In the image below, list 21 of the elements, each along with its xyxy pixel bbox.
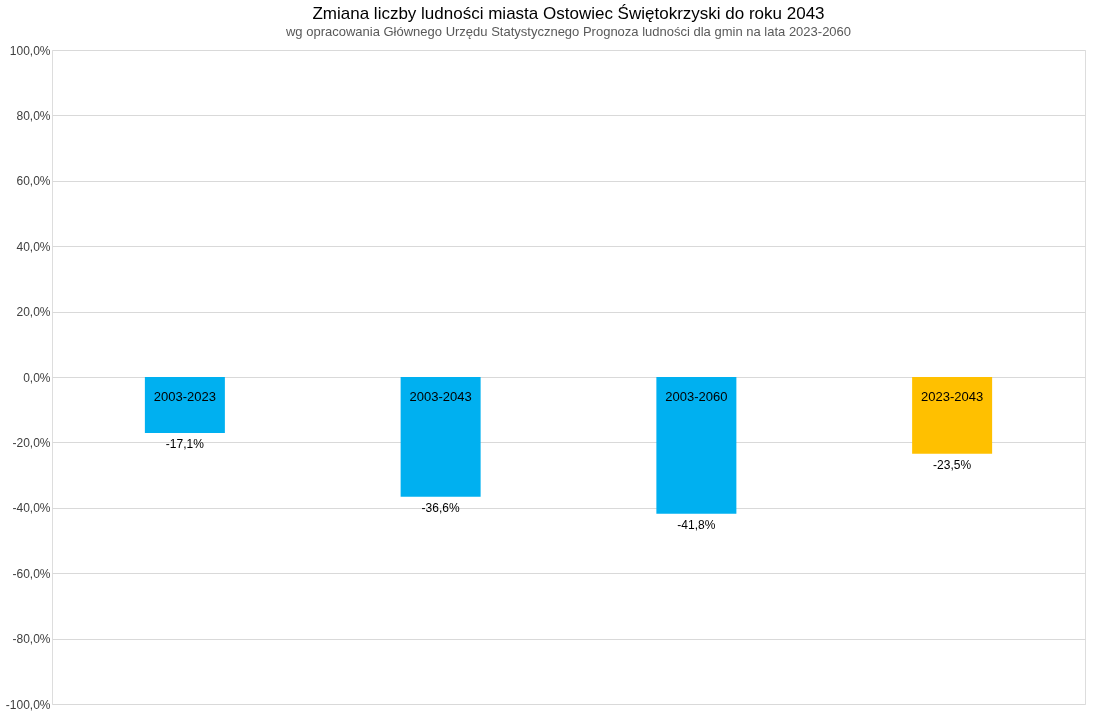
chart-subtitle: wg opracowania Głównego Urzędu Statystycznego Prognoza ludności dla gmin na lata 2023-2060 xyxy=(284,24,852,39)
y-tick-label: -40,0% xyxy=(12,501,51,516)
y-tick-label: -80,0% xyxy=(12,632,51,647)
y-tick-label: 80,0% xyxy=(16,108,51,123)
y-tick-label: 60,0% xyxy=(16,174,51,189)
data-label: -41,8% xyxy=(677,517,716,532)
y-tick-label: 20,0% xyxy=(16,305,51,320)
data-label: -23,5% xyxy=(933,457,972,472)
y-tick-label: 0,0% xyxy=(23,370,51,385)
x-tick-label: 2003-2043 xyxy=(409,389,472,404)
y-tick-label: -20,0% xyxy=(12,435,51,450)
data-label: -36,6% xyxy=(421,500,460,515)
y-tick-label: -60,0% xyxy=(12,566,51,581)
y-tick-label: 40,0% xyxy=(16,239,51,254)
data-label: -17,1% xyxy=(165,436,205,451)
y-tick-label: 100,0% xyxy=(9,43,51,58)
x-tick-label: 2023-2043 xyxy=(921,389,984,404)
chart-title: Zmiana liczby ludności miasta Ostowiec Świętokrzyski do roku 2043 xyxy=(312,4,825,23)
y-tick-label: -100,0% xyxy=(5,697,51,712)
x-tick-label: 2003-2060 xyxy=(665,389,728,404)
x-tick-label: 2003-2023 xyxy=(153,389,216,404)
